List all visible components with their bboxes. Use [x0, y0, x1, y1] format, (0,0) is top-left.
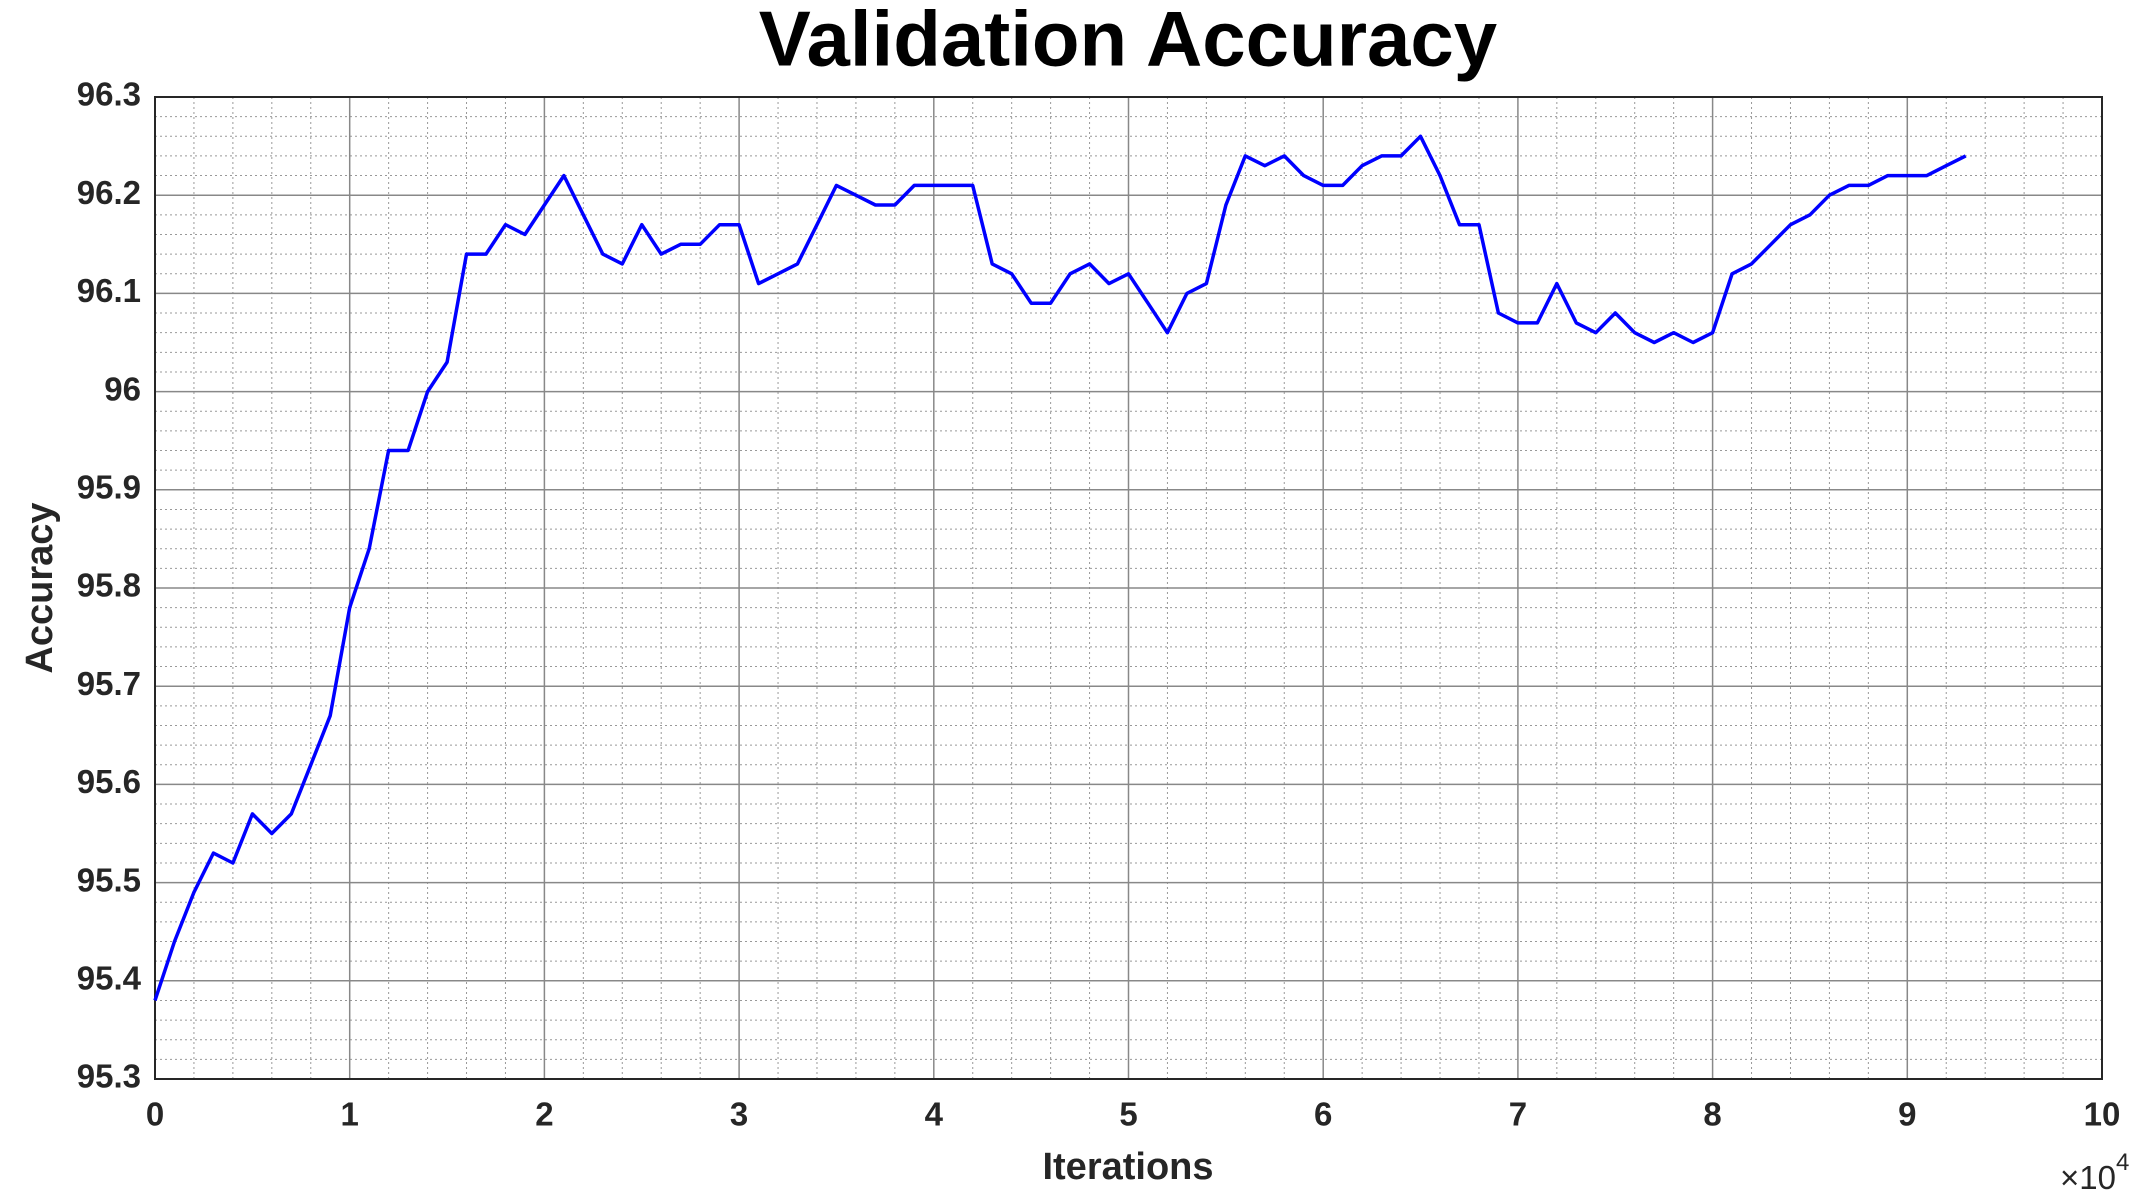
- y-tick-label: 95.6: [77, 763, 141, 800]
- x-tick-label: 9: [1898, 1096, 1916, 1133]
- y-tick-label: 95.4: [77, 960, 142, 997]
- y-tick-label: 96.3: [77, 76, 141, 113]
- y-tick-label: 96.2: [77, 174, 141, 211]
- x-tick-label: 0: [146, 1096, 164, 1133]
- x-tick-label: 2: [535, 1096, 553, 1133]
- x-tick-label: 8: [1703, 1096, 1721, 1133]
- y-tick-label: 95.7: [77, 665, 141, 702]
- y-tick-label: 96.1: [77, 272, 141, 309]
- plot-frame: [154, 96, 2103, 1080]
- x-axis-label: Iterations: [1042, 1146, 1213, 1188]
- x-tick-label: 6: [1314, 1096, 1332, 1133]
- chart-title: Validation Accuracy: [759, 0, 1497, 83]
- x-multiplier: ×104: [2060, 1149, 2129, 1195]
- x-tick-label: 10: [2084, 1096, 2121, 1133]
- data-line: [153, 134, 1967, 1001]
- x-tick-label: 3: [730, 1096, 748, 1133]
- y-tick-label: 95.9: [77, 469, 141, 506]
- x-multiplier-base: ×10: [2060, 1159, 2116, 1196]
- x-multiplier-exponent: 4: [2116, 1149, 2129, 1176]
- x-tick-label: 7: [1509, 1096, 1527, 1133]
- y-axis-label: Accuracy: [19, 502, 61, 673]
- y-tick-label: 95.3: [77, 1058, 141, 1095]
- y-tick-label: 96: [104, 370, 141, 407]
- y-tick-label: 95.8: [77, 567, 141, 604]
- x-tick-label: 5: [1119, 1096, 1137, 1133]
- y-tick-label: 95.5: [77, 861, 141, 898]
- x-tick-label: 4: [925, 1096, 944, 1133]
- x-tick-label: 1: [341, 1096, 359, 1133]
